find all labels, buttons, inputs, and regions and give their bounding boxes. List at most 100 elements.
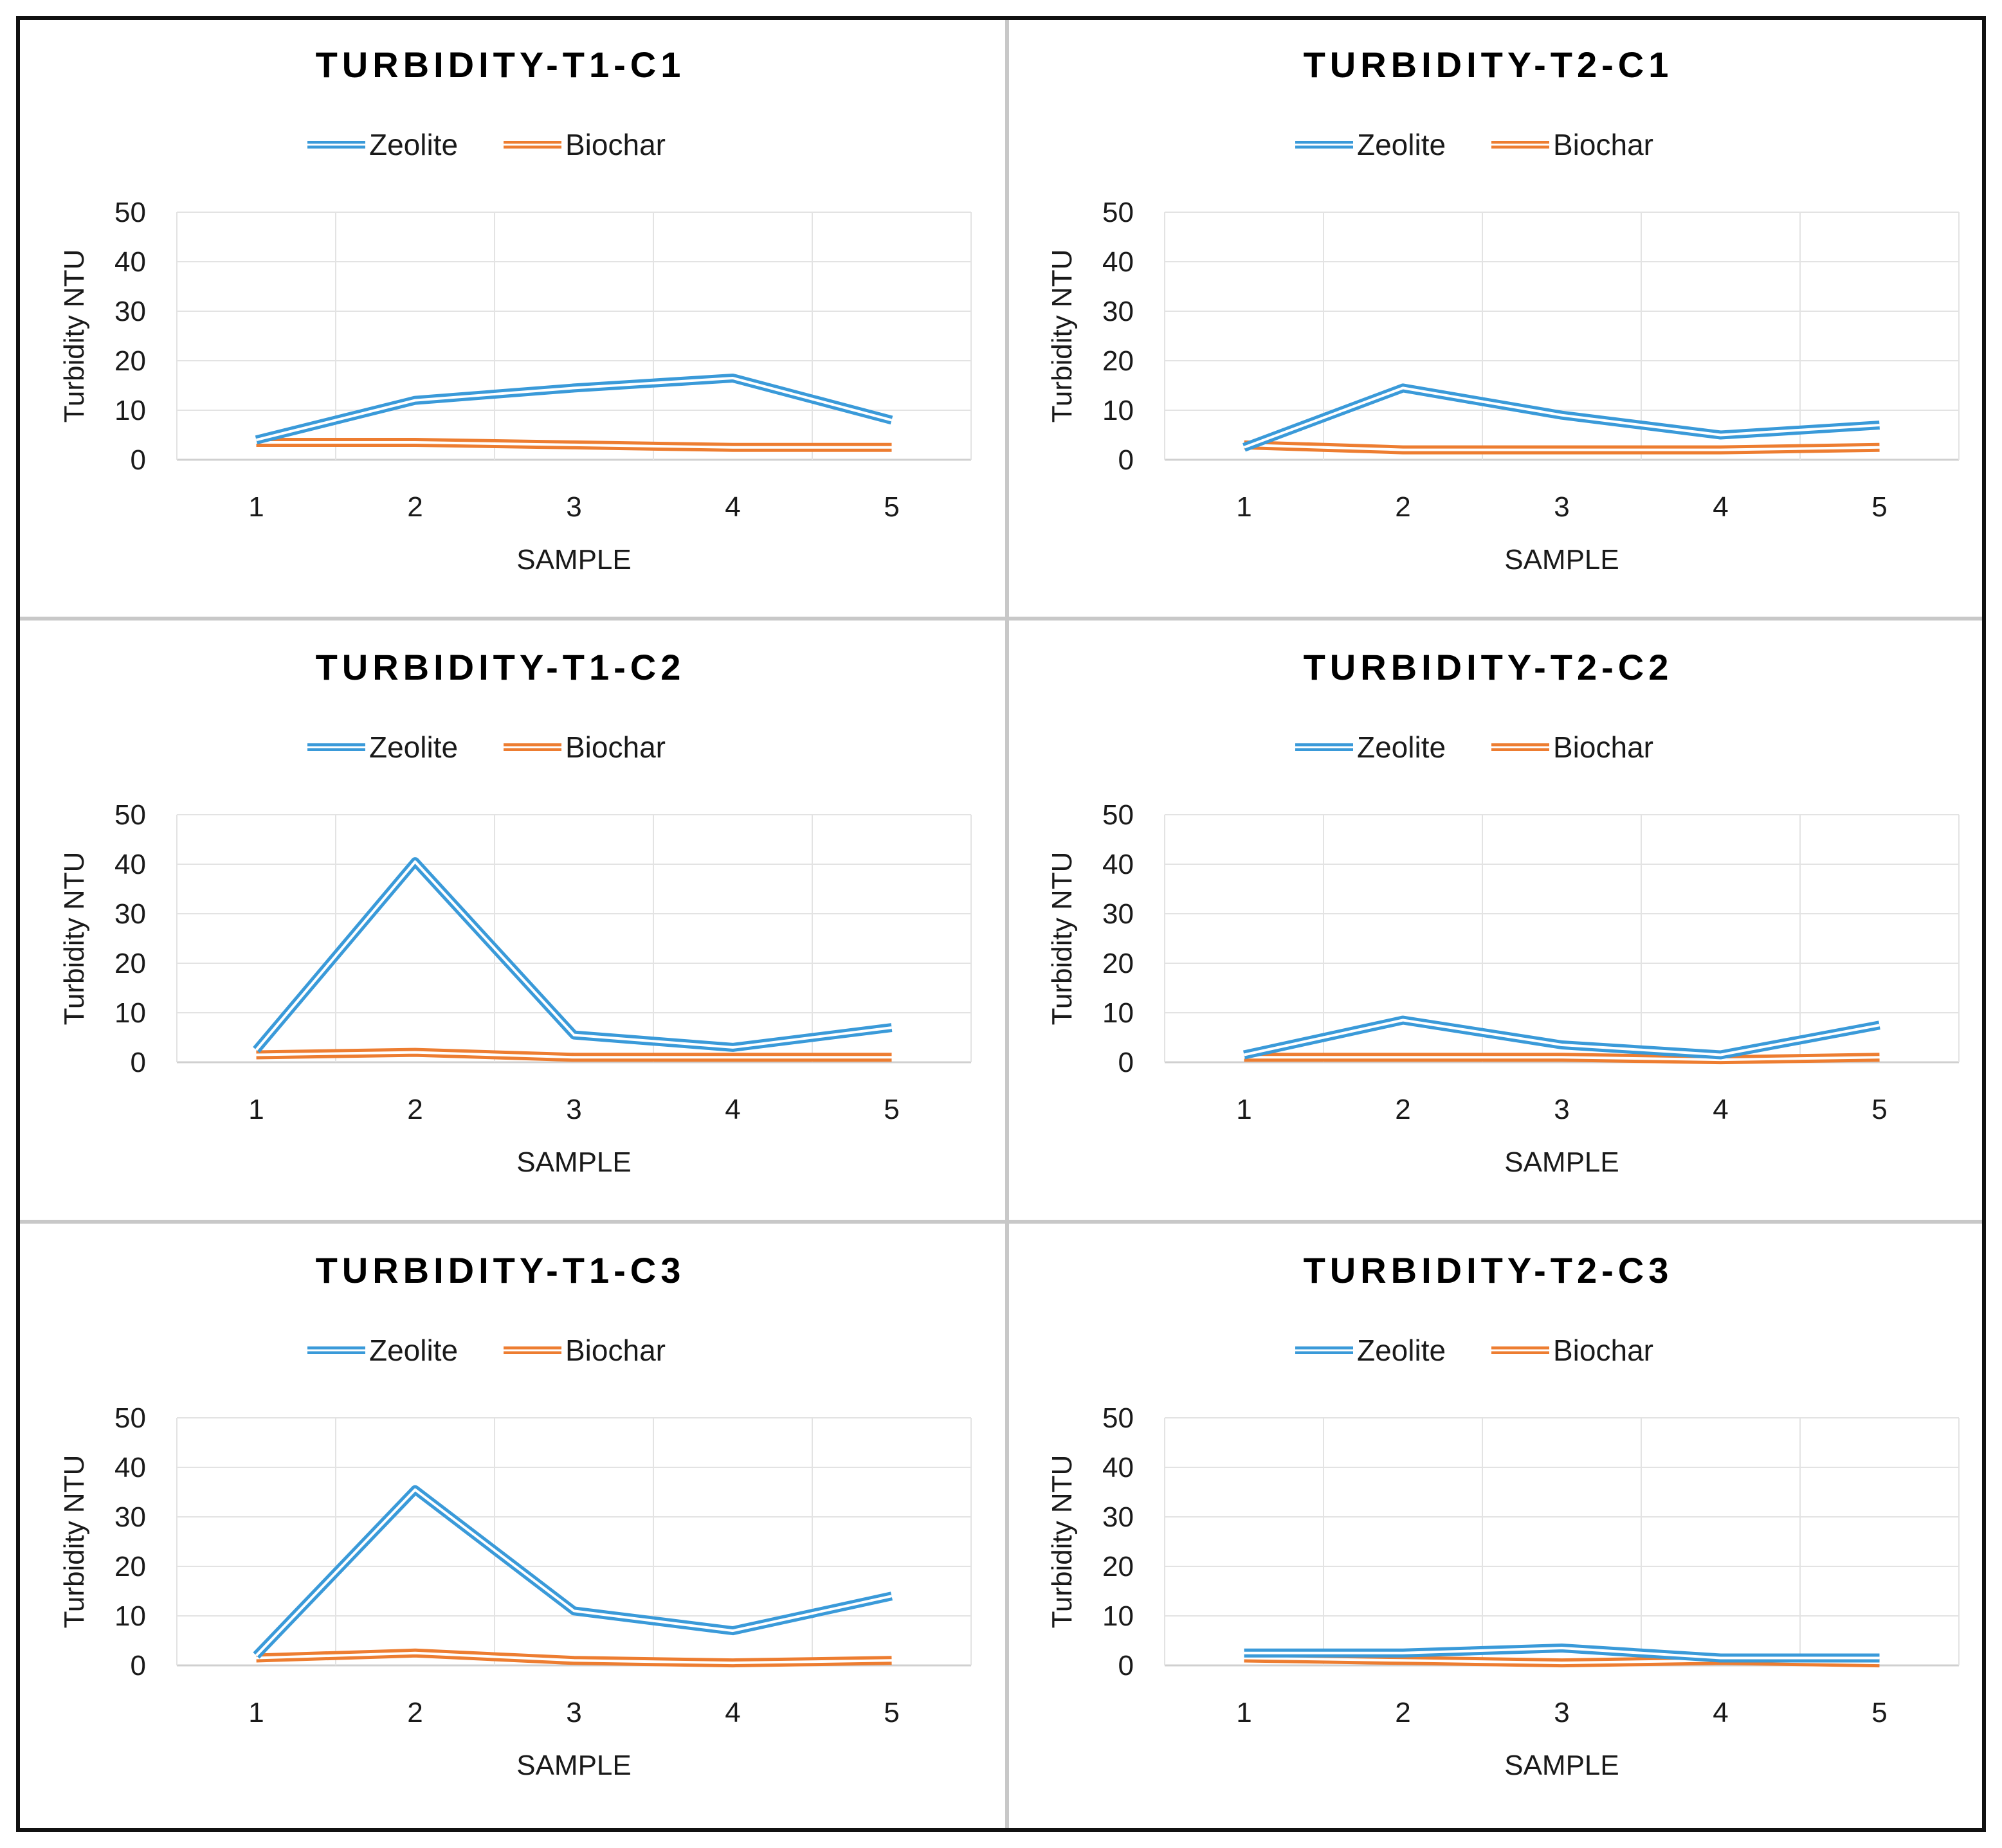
x-tick-label: 5 bbox=[884, 1094, 899, 1125]
chart-title: TURBIDITY-T2-C2 bbox=[1304, 647, 1673, 687]
y-tick-label: 20 bbox=[1102, 948, 1134, 979]
y-axis-label: Turbidity NTU bbox=[1046, 1455, 1078, 1629]
y-tick-label: 30 bbox=[1102, 1501, 1134, 1533]
legend-label-biochar: Biochar bbox=[565, 1334, 666, 1367]
x-tick-label: 4 bbox=[725, 1094, 740, 1125]
outer-border bbox=[16, 16, 1986, 1832]
y-axis-label: Turbidity NTU bbox=[59, 852, 90, 1026]
series-biochar bbox=[256, 1648, 892, 1668]
x-tick-label: 4 bbox=[1713, 1697, 1728, 1728]
series-zeolite bbox=[255, 374, 893, 444]
x-tick-label: 3 bbox=[566, 1697, 581, 1728]
legend-item-zeolite: Zeolite bbox=[307, 128, 458, 161]
x-tick-label: 5 bbox=[1871, 1697, 1887, 1728]
legend-label-biochar: Biochar bbox=[1553, 730, 1653, 764]
chart-panel-turbidity-t2-c2: TURBIDITY-T2-C2 Zeolite Biochar 0 10 20 30 40 50… bbox=[1046, 647, 1960, 1178]
y-axis-label: Turbidity NTU bbox=[1046, 852, 1078, 1026]
y-tick-label: 30 bbox=[114, 898, 146, 930]
legend-label-zeolite: Zeolite bbox=[1357, 730, 1446, 764]
y-tick-label: 0 bbox=[1118, 1650, 1134, 1681]
y-tick-label: 0 bbox=[1118, 444, 1134, 476]
y-axis-label: Turbidity NTU bbox=[59, 1455, 90, 1629]
x-axis-label: SAMPLE bbox=[1504, 1146, 1619, 1178]
series-line-zeolite-inner bbox=[255, 1488, 892, 1656]
legend-label-zeolite: Zeolite bbox=[369, 128, 458, 161]
chart-title: TURBIDITY-T1-C3 bbox=[316, 1250, 686, 1291]
series-line-zeolite-inner bbox=[256, 377, 893, 442]
y-tick-label: 40 bbox=[114, 246, 146, 278]
x-tick-label: 3 bbox=[566, 491, 581, 523]
x-tick-label: 1 bbox=[1236, 1094, 1251, 1125]
y-tick-label: 30 bbox=[1102, 898, 1134, 930]
series-biochar bbox=[1244, 1053, 1880, 1065]
y-tick-label: 20 bbox=[114, 948, 146, 979]
x-axis-label: SAMPLE bbox=[1504, 544, 1619, 575]
y-axis-label: Turbidity NTU bbox=[1046, 249, 1078, 423]
chart-title: TURBIDITY-T1-C2 bbox=[316, 647, 686, 687]
x-tick-label: 3 bbox=[1554, 1697, 1569, 1728]
x-tick-label: 3 bbox=[1554, 1094, 1569, 1125]
chart-panel-turbidity-t1-c2: TURBIDITY-T1-C2 Zeolite Biochar 0 10 20 30 40 50… bbox=[59, 647, 972, 1178]
y-tick-label: 10 bbox=[114, 395, 146, 426]
x-tick-label: 3 bbox=[566, 1094, 581, 1125]
legend-item-zeolite: Zeolite bbox=[1295, 128, 1446, 161]
legend-label-biochar: Biochar bbox=[1553, 128, 1653, 161]
y-tick-label: 20 bbox=[114, 345, 146, 377]
legend-item-zeolite: Zeolite bbox=[307, 1334, 458, 1367]
series-line-zeolite-inner bbox=[255, 860, 892, 1051]
y-tick-label: 50 bbox=[1102, 799, 1134, 831]
series-line-biochar-inner bbox=[1244, 1056, 1880, 1062]
series-zeolite bbox=[1244, 1644, 1880, 1663]
legend-item-biochar: Biochar bbox=[1491, 730, 1653, 764]
x-tick-label: 3 bbox=[1554, 491, 1569, 523]
y-tick-label: 50 bbox=[1102, 197, 1134, 228]
series-zeolite bbox=[253, 857, 893, 1053]
series-line-zeolite-inner bbox=[1244, 1647, 1880, 1660]
legend-label-biochar: Biochar bbox=[1553, 1334, 1653, 1367]
legend-item-zeolite: Zeolite bbox=[1295, 1334, 1446, 1367]
x-axis-label: SAMPLE bbox=[1504, 1750, 1619, 1781]
series-line-zeolite-inner bbox=[1244, 1019, 1880, 1056]
legend-label-biochar: Biochar bbox=[565, 730, 666, 764]
series-line-biochar-inner bbox=[256, 1651, 892, 1665]
y-tick-label: 0 bbox=[131, 1650, 146, 1681]
x-tick-label: 1 bbox=[248, 1094, 264, 1125]
legend-label-biochar: Biochar bbox=[565, 128, 666, 161]
y-tick-label: 50 bbox=[114, 799, 146, 831]
y-tick-label: 0 bbox=[131, 1047, 146, 1078]
y-tick-label: 30 bbox=[114, 296, 146, 327]
y-tick-label: 0 bbox=[1118, 1047, 1134, 1078]
y-tick-label: 30 bbox=[1102, 296, 1134, 327]
legend-item-biochar: Biochar bbox=[504, 730, 666, 764]
x-tick-label: 2 bbox=[407, 491, 423, 523]
x-axis-label: SAMPLE bbox=[516, 1750, 632, 1781]
x-tick-label: 4 bbox=[1713, 1094, 1728, 1125]
y-tick-label: 40 bbox=[1102, 1452, 1134, 1483]
y-tick-label: 40 bbox=[1102, 849, 1134, 880]
chart-title: TURBIDITY-T2-C1 bbox=[1304, 44, 1673, 85]
x-tick-label: 5 bbox=[884, 491, 899, 523]
y-tick-label: 30 bbox=[114, 1501, 146, 1533]
legend-item-biochar: Biochar bbox=[504, 128, 666, 161]
x-tick-label: 1 bbox=[248, 1697, 264, 1728]
x-tick-label: 4 bbox=[1713, 491, 1728, 523]
series-biochar bbox=[256, 1047, 892, 1062]
legend-item-biochar: Biochar bbox=[504, 1334, 666, 1367]
x-tick-label: 2 bbox=[407, 1094, 423, 1125]
x-axis-label: SAMPLE bbox=[516, 1146, 632, 1178]
chart-panel-turbidity-t1-c1: TURBIDITY-T1-C1 Zeolite Biochar 0 10 20 30 40 50… bbox=[59, 44, 972, 575]
x-tick-label: 4 bbox=[725, 491, 740, 523]
x-tick-label: 2 bbox=[1395, 1697, 1410, 1728]
x-tick-label: 1 bbox=[1236, 1697, 1251, 1728]
y-tick-label: 50 bbox=[1102, 1402, 1134, 1434]
y-tick-label: 20 bbox=[114, 1551, 146, 1582]
series-line-biochar-inner bbox=[1244, 443, 1880, 451]
y-tick-label: 50 bbox=[114, 197, 146, 228]
series-zeolite bbox=[253, 1485, 893, 1659]
legend-item-zeolite: Zeolite bbox=[307, 730, 458, 764]
chart-title: TURBIDITY-T1-C1 bbox=[316, 44, 686, 85]
y-tick-label: 20 bbox=[1102, 1551, 1134, 1582]
x-tick-label: 2 bbox=[407, 1697, 423, 1728]
